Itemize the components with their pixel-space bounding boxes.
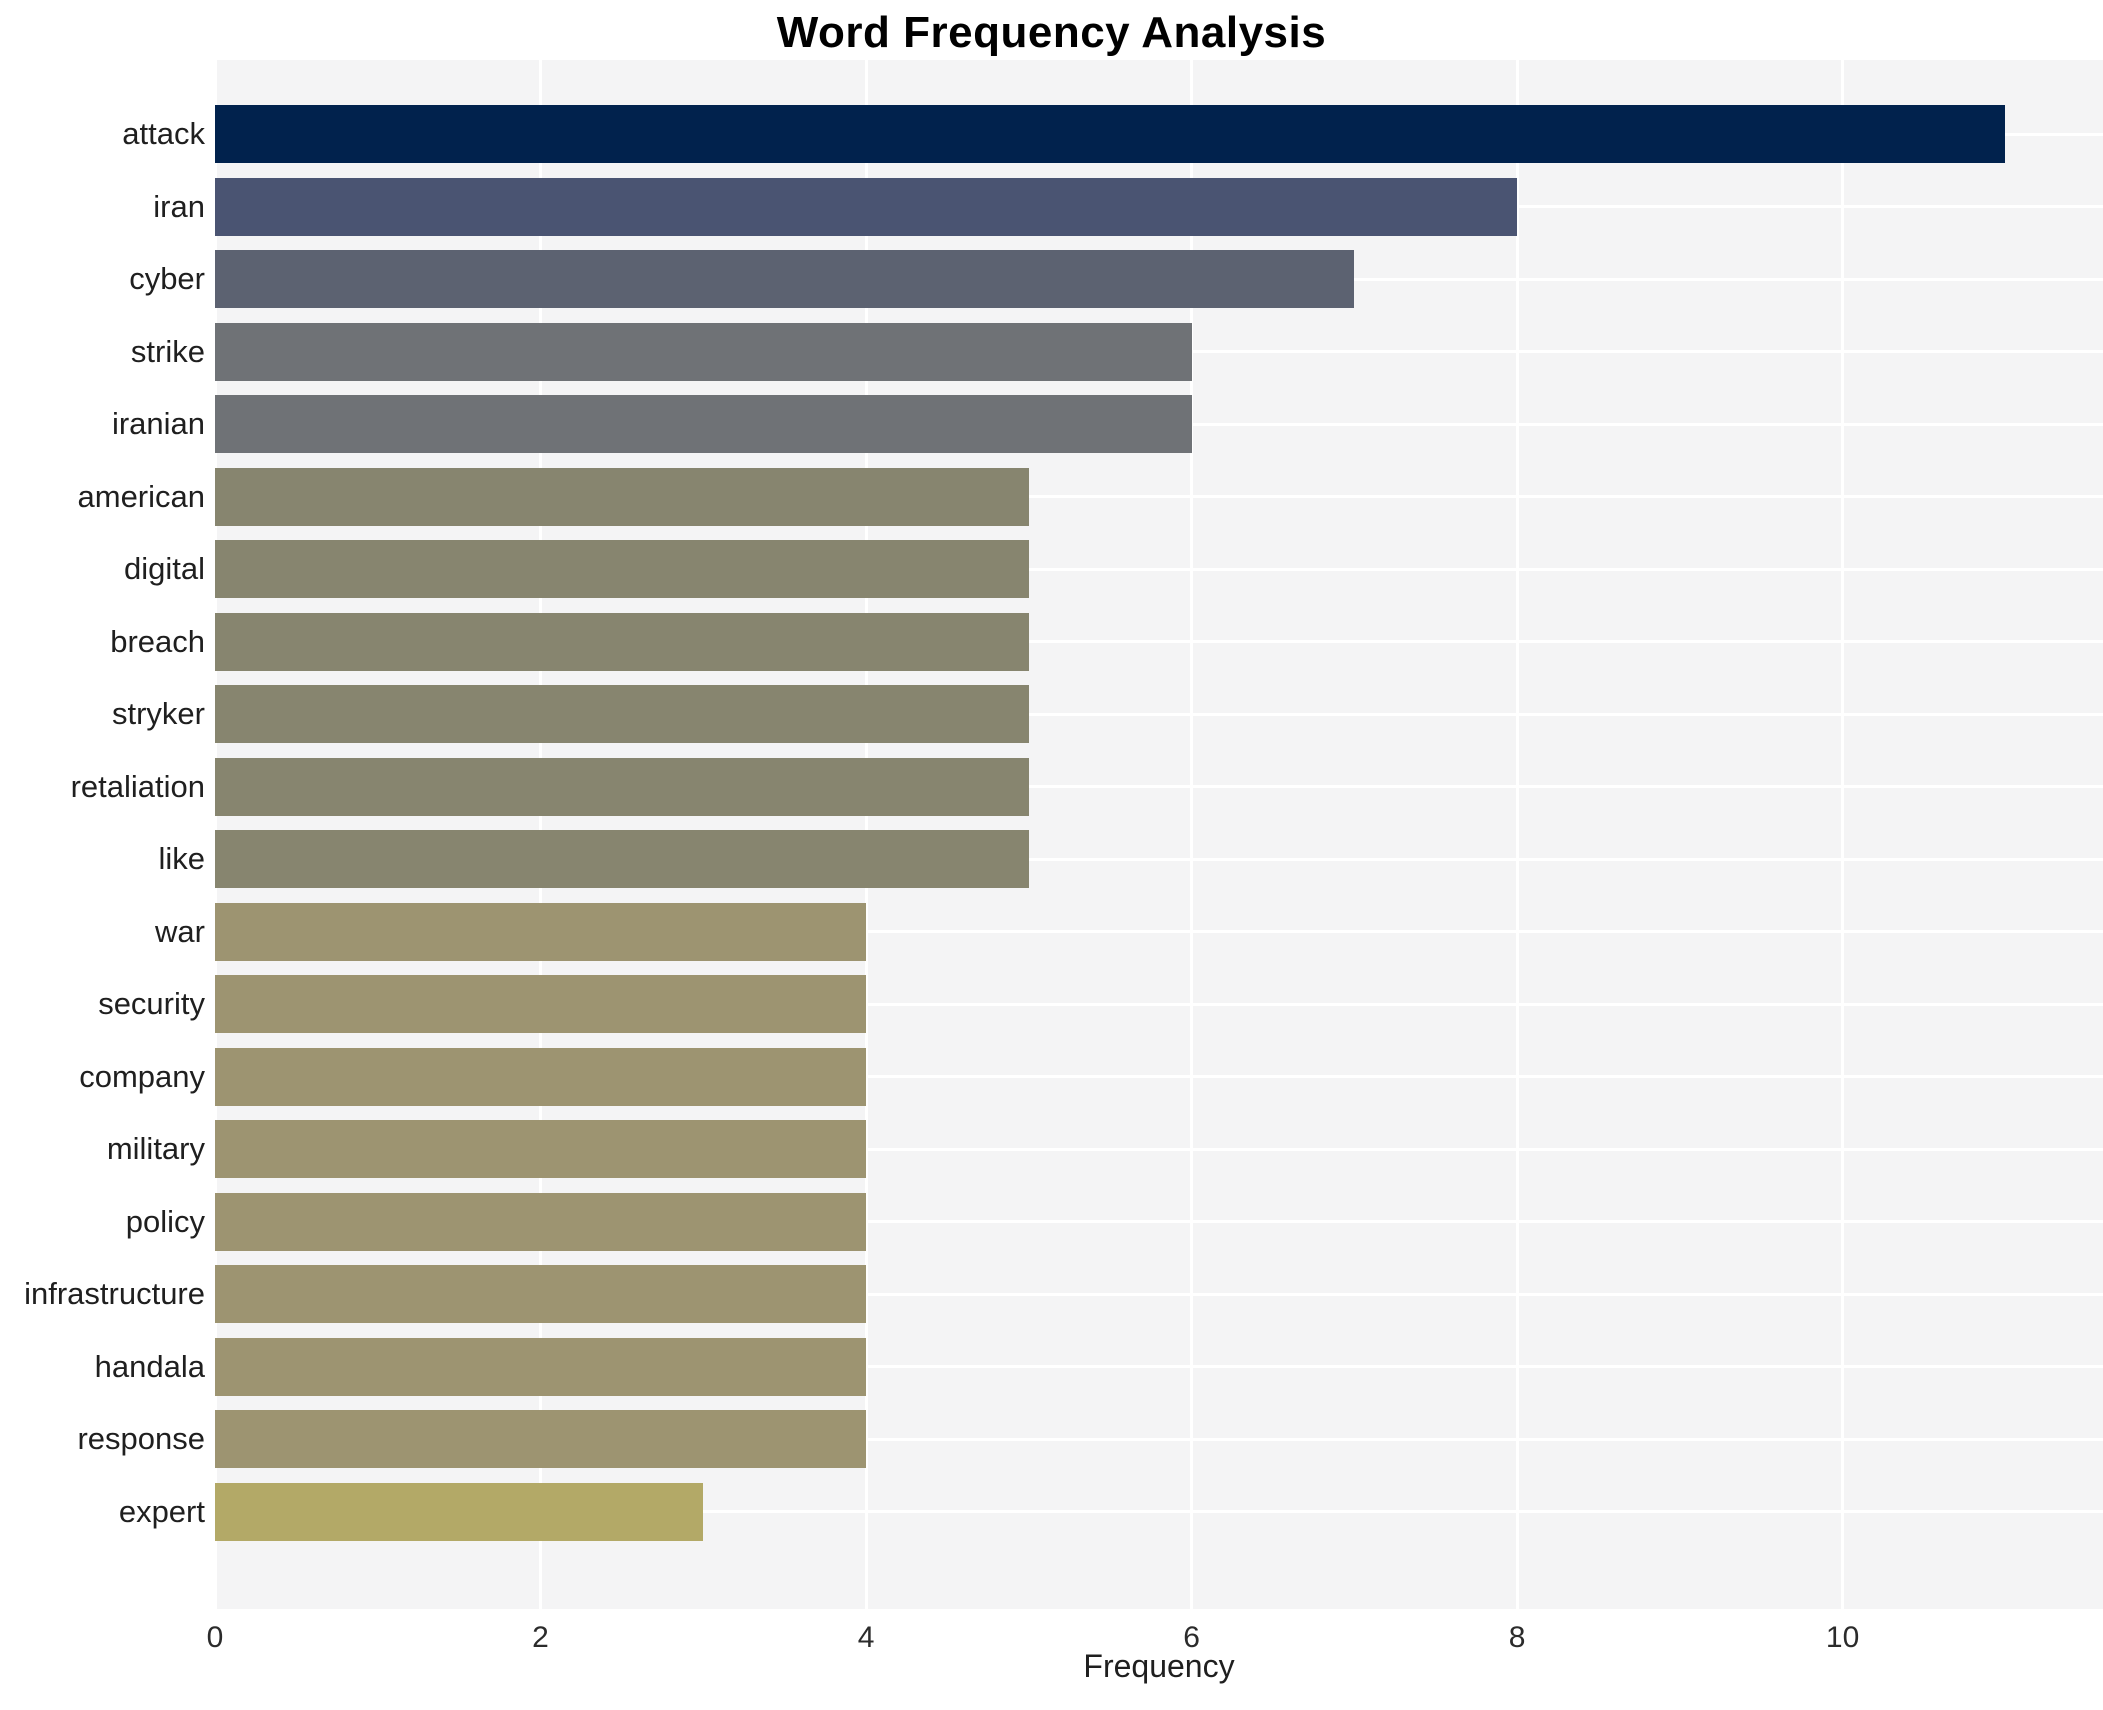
bar-handala <box>215 1337 867 1396</box>
bar-policy <box>215 1192 867 1251</box>
bar-iranian <box>215 395 1192 453</box>
chart-title: Word Frequency Analysis <box>776 8 1327 57</box>
plot-area <box>215 60 2103 1609</box>
gridline-vertical <box>1515 60 1519 1609</box>
y-axis-label-cyber: cyber <box>129 261 205 296</box>
bar-american <box>215 467 1029 526</box>
y-axis-label-policy: policy <box>125 1203 205 1239</box>
gridline-horizontal <box>215 567 2103 571</box>
x-tick-label: 8 <box>1508 1621 1526 1654</box>
y-axis-label-company: company <box>79 1058 205 1094</box>
x-tick-label: 10 <box>1825 1621 1860 1654</box>
bar-attack <box>215 105 2006 163</box>
bar-company <box>215 1047 867 1106</box>
gridline-horizontal <box>215 640 2103 643</box>
y-axis-label-retaliation: retaliation <box>70 768 205 804</box>
bar-war <box>215 902 867 961</box>
bar-retaliation <box>215 757 1029 816</box>
bar-stryker <box>215 685 1029 743</box>
y-axis-label-military: military <box>106 1131 205 1166</box>
gridline-horizontal <box>215 1220 2103 1223</box>
gridline-vertical <box>1190 60 1194 1609</box>
bar-security <box>215 975 867 1033</box>
x-tick-label: 0 <box>206 1621 224 1654</box>
gridline-horizontal <box>215 1365 2103 1368</box>
bar-like <box>215 830 1029 888</box>
y-axis-label-american: american <box>77 478 206 514</box>
gridline-horizontal <box>215 1510 2103 1513</box>
gridline-horizontal <box>215 1075 2103 1078</box>
y-axis-label-war: war <box>155 913 205 949</box>
bar-infrastructure <box>215 1265 867 1323</box>
y-axis-labels: attack iran cyber strike iranian american digi… <box>0 0 205 1710</box>
y-axis-label-iran: iran <box>153 188 205 224</box>
gridline-horizontal <box>215 1002 2103 1006</box>
gridline-horizontal <box>215 495 2103 498</box>
y-axis-label-digital: digital <box>124 551 205 586</box>
bar-iran <box>215 177 1518 236</box>
gridline-horizontal <box>215 857 2103 861</box>
y-axis-label-like: like <box>158 841 205 876</box>
y-axis-label-attack: attack <box>122 116 205 151</box>
bar-expert <box>215 1482 704 1541</box>
bar-cyber <box>215 250 1355 308</box>
gridline-horizontal <box>215 712 2103 716</box>
bar-breach <box>215 612 1029 671</box>
y-axis-label-strike: strike <box>130 333 205 369</box>
bar-military <box>215 1120 867 1178</box>
bar-response <box>215 1410 867 1468</box>
y-axis-label-handala: handala <box>94 1348 205 1384</box>
bar-strike <box>215 322 1192 381</box>
x-axis-label: Frequency <box>1083 1648 1235 1684</box>
y-axis-label-breach: breach <box>110 623 205 659</box>
x-tick-label: 4 <box>857 1621 875 1654</box>
y-axis-label-expert: expert <box>118 1493 205 1529</box>
gridline-horizontal <box>215 785 2103 788</box>
gridline-horizontal <box>215 930 2103 933</box>
bar-digital <box>215 540 1029 598</box>
gridline-vertical <box>1841 60 1845 1609</box>
y-axis-label-iranian: iranian <box>111 406 205 441</box>
y-axis-label-stryker: stryker <box>112 696 205 731</box>
x-tick-label: 2 <box>532 1621 549 1654</box>
gridline-horizontal <box>215 1147 2103 1151</box>
y-axis-label-infrastructure: infrastructure <box>24 1276 205 1311</box>
gridline-horizontal <box>215 1292 2103 1296</box>
gridline-horizontal <box>215 1437 2103 1441</box>
y-axis-label-security: security <box>98 986 205 1021</box>
y-axis-label-response: response <box>77 1421 205 1456</box>
x-tick-label: 6 <box>1183 1621 1200 1654</box>
